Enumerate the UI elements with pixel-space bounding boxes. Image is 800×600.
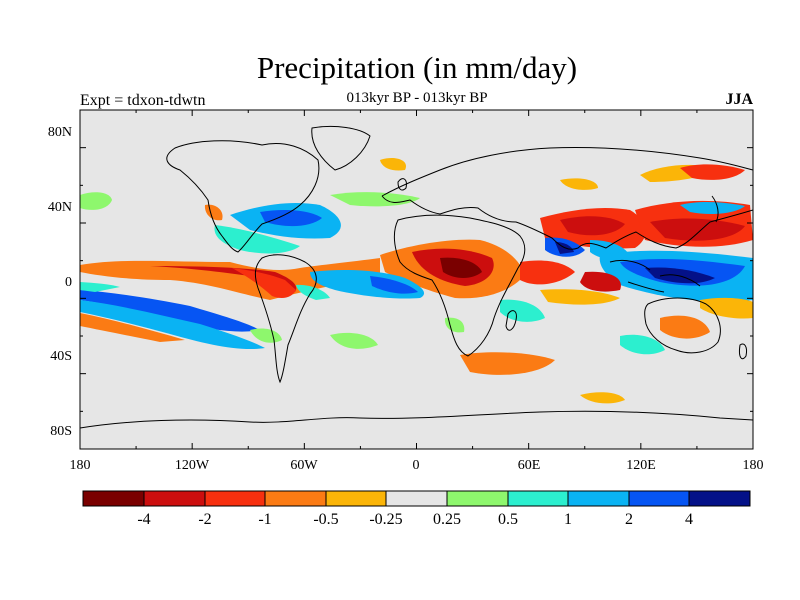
anomaly-patch bbox=[80, 290, 260, 332]
axis-ticks bbox=[79, 109, 754, 450]
coastline-new-zealand bbox=[739, 343, 747, 360]
lat-tick-label: 40S bbox=[50, 349, 72, 364]
coastline-europe-asia bbox=[381, 146, 753, 250]
anomaly-patch bbox=[440, 257, 482, 278]
coastline-british-isles bbox=[397, 178, 407, 191]
coastline-antarctica bbox=[80, 410, 753, 429]
anomaly-patch bbox=[500, 299, 545, 322]
colorbar-label: -0.25 bbox=[369, 511, 402, 528]
colorbar-box bbox=[264, 490, 327, 507]
colorbar-label: 0.25 bbox=[433, 511, 461, 528]
coastline-madagascar bbox=[505, 310, 517, 331]
lat-tick-label: 80N bbox=[48, 125, 72, 140]
anomaly-patch bbox=[620, 334, 665, 355]
coastline-greenland bbox=[311, 125, 371, 171]
coastline-north-america bbox=[166, 140, 320, 253]
anomaly-patch bbox=[560, 178, 598, 190]
colorbar-box bbox=[688, 490, 751, 507]
anomaly-patch bbox=[260, 210, 322, 227]
experiment-label: Expt = tdxon-tdwtn bbox=[80, 92, 206, 109]
anomaly-patch bbox=[660, 315, 710, 339]
lon-tick-label: 180 bbox=[70, 458, 91, 473]
lon-tick-label: 120E bbox=[626, 458, 656, 473]
colorbar-box bbox=[446, 490, 509, 507]
coastlines bbox=[80, 125, 753, 429]
coastline-japan bbox=[711, 195, 719, 223]
anomaly-patch bbox=[80, 282, 120, 292]
coastline-maritime-continent bbox=[609, 259, 701, 293]
colorbar-label: -0.5 bbox=[313, 511, 338, 528]
anomaly-patch bbox=[380, 158, 406, 171]
anomaly-patch bbox=[520, 260, 575, 285]
anomaly-patch bbox=[680, 202, 745, 214]
colorbar-label: -4 bbox=[137, 511, 150, 528]
lat-tick-label: 80S bbox=[50, 424, 72, 439]
colorbar-label: 2 bbox=[625, 511, 633, 528]
coastline-south-america bbox=[254, 254, 317, 384]
anomaly-patch bbox=[560, 216, 625, 236]
coastline-australia bbox=[644, 297, 721, 354]
colorbar-label: -1 bbox=[258, 511, 271, 528]
anomaly-patch bbox=[650, 218, 745, 241]
anomaly-patch bbox=[444, 317, 465, 333]
lon-tick-label: 180 bbox=[743, 458, 764, 473]
anomaly-patch bbox=[645, 267, 715, 284]
anomaly-patch bbox=[80, 300, 265, 350]
anomaly-patch bbox=[330, 332, 378, 349]
anomaly-patch bbox=[232, 268, 296, 298]
colorbar-label: 0.5 bbox=[498, 511, 518, 528]
coastline-africa bbox=[393, 214, 526, 357]
anomaly-patch bbox=[460, 352, 555, 375]
season-label: JJA bbox=[725, 91, 753, 108]
anomaly-patch bbox=[370, 276, 418, 294]
anomaly-patch bbox=[580, 392, 625, 404]
colorbar-box bbox=[325, 490, 387, 507]
anomaly-patch bbox=[700, 297, 753, 319]
anomaly-patch bbox=[214, 225, 300, 254]
colorbar: -4 -2 -1 -0.5 -0.25 0.25 0.5 1 2 4 bbox=[82, 490, 751, 528]
lon-tick-label: 60E bbox=[518, 458, 541, 473]
lon-tick-label: 60W bbox=[290, 458, 318, 473]
colorbar-label: 4 bbox=[685, 511, 693, 528]
lon-tick-label: 120W bbox=[175, 458, 210, 473]
colorbar-box bbox=[204, 490, 266, 507]
plot-title: Precipitation (in mm/day) bbox=[256, 50, 578, 85]
anomaly-patch bbox=[680, 164, 745, 180]
anomaly-patch bbox=[580, 271, 621, 292]
anomaly-patch bbox=[80, 192, 112, 210]
colorbar-label: -2 bbox=[198, 511, 211, 528]
anomaly-patch bbox=[540, 289, 620, 305]
colorbar-box bbox=[628, 490, 690, 507]
precipitation-anomaly-field bbox=[80, 158, 753, 404]
anomaly-patch bbox=[80, 313, 185, 342]
lat-tick-label: 40N bbox=[48, 200, 72, 215]
colorbar-box bbox=[567, 490, 630, 507]
lat-tick-label: 0 bbox=[65, 275, 72, 290]
colorbar-label: 1 bbox=[564, 511, 572, 528]
colorbar-box bbox=[143, 490, 206, 507]
anomaly-patch bbox=[296, 284, 330, 300]
colorbar-box bbox=[507, 490, 569, 507]
lon-tick-label: 0 bbox=[413, 458, 420, 473]
colorbar-box bbox=[82, 490, 145, 507]
plot-subtitle: 013kyr BP - 013kyr BP bbox=[346, 90, 488, 106]
colorbar-box bbox=[385, 490, 448, 507]
